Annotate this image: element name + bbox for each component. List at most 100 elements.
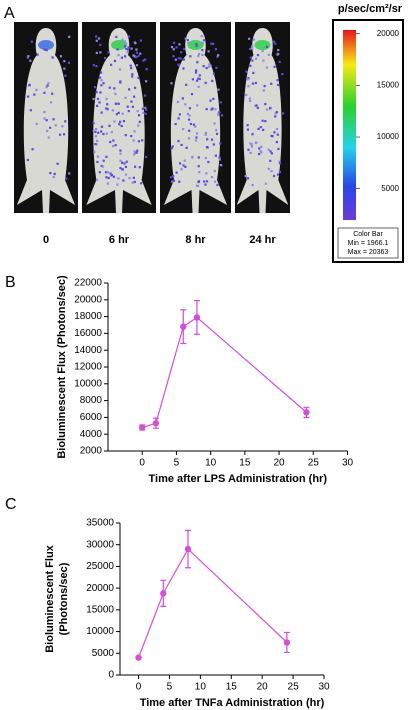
signal-dot <box>125 47 128 51</box>
signal-dot <box>137 76 140 80</box>
x-tick-label: 30 <box>342 458 354 469</box>
signal-dot <box>121 112 124 115</box>
signal-dot <box>272 174 276 178</box>
y-axis-label: Bioluminescent Flux <box>44 544 56 652</box>
signal-dot <box>145 67 148 71</box>
signal-dot <box>122 179 125 182</box>
signal-dot <box>219 163 222 167</box>
signal-dot <box>219 142 222 145</box>
signal-dot <box>200 35 203 38</box>
colorbar-tick-label: 10000 <box>377 132 400 141</box>
signal-dot <box>201 48 204 52</box>
signal-dot <box>114 102 117 105</box>
signal-dot <box>251 82 255 85</box>
y-tick-label: 8000 <box>80 395 103 406</box>
y-tick-label: 16000 <box>74 328 102 339</box>
x-tick-label: 0 <box>139 458 145 469</box>
signal-dot <box>258 147 261 150</box>
signal-dot <box>251 183 254 187</box>
signal-dot <box>188 129 191 132</box>
signal-dot <box>176 100 180 104</box>
signal-dot <box>184 37 187 40</box>
signal-dot <box>100 84 103 87</box>
signal-dot <box>170 82 173 85</box>
point <box>303 409 310 416</box>
signal-dot <box>135 151 138 154</box>
signal-dot <box>220 114 224 117</box>
signal-dot <box>113 87 116 90</box>
signal-dot <box>209 99 212 102</box>
signal-dot <box>100 164 103 168</box>
signal-dot <box>212 97 215 101</box>
x-axis-label: Time after LPS Administration (hr) <box>149 473 328 485</box>
signal-dot <box>96 104 99 108</box>
signal-dot <box>170 176 173 179</box>
signal-dot <box>133 55 136 58</box>
signal-dot <box>134 165 137 168</box>
signal-dot <box>265 108 269 111</box>
signal-dot <box>254 104 257 108</box>
signal-dot <box>174 122 177 126</box>
signal-dot <box>100 79 103 82</box>
signal-dot <box>267 53 270 56</box>
signal-dot <box>118 123 121 126</box>
signal-dot <box>265 66 268 69</box>
signal-dot <box>210 42 213 45</box>
point <box>160 590 167 597</box>
signal-dot <box>184 103 187 106</box>
x-tick-label: 15 <box>239 458 251 469</box>
signal-dot <box>105 107 108 110</box>
signal-dot <box>30 40 33 43</box>
signal-dot <box>106 182 110 185</box>
signal-dot <box>49 101 53 104</box>
image-label: 0 <box>43 234 49 246</box>
signal-dot <box>123 162 126 165</box>
signal-dot <box>124 173 128 176</box>
signal-dot <box>132 176 135 179</box>
signal-dot <box>120 161 124 164</box>
y-tick-label: 18000 <box>74 311 102 322</box>
signal-dot <box>273 65 276 68</box>
signal-dot <box>195 79 199 82</box>
signal-dot <box>265 45 269 49</box>
signal-dot <box>249 142 252 145</box>
signal-dot <box>135 55 138 59</box>
signal-dot <box>205 172 208 175</box>
signal-dot <box>214 48 218 51</box>
signal-dot <box>45 85 48 89</box>
signal-dot <box>121 38 124 41</box>
signal-dot <box>139 39 142 42</box>
signal-dot <box>254 57 258 60</box>
signal-dot <box>213 180 217 183</box>
signal-dot <box>131 75 134 78</box>
signal-dot <box>183 159 186 162</box>
signal-dot <box>142 59 145 62</box>
signal-dot <box>103 57 107 60</box>
signal-dot <box>98 101 101 104</box>
signal-dot <box>133 180 136 184</box>
panel-label: B <box>5 274 16 291</box>
signal-dot <box>54 124 57 127</box>
signal-dot <box>117 54 120 57</box>
signal-dot <box>136 149 139 152</box>
colorbar-title: Color Bar <box>353 231 383 238</box>
signal-dot <box>53 172 56 176</box>
signal-dot <box>119 152 122 155</box>
signal <box>254 40 271 50</box>
signal-dot <box>257 127 260 131</box>
signal-dot <box>95 128 98 131</box>
signal-dot <box>251 59 254 62</box>
signal-dot <box>94 130 97 134</box>
signal-dot <box>124 96 127 99</box>
signal-dot <box>207 50 210 53</box>
signal-dot <box>275 140 278 144</box>
signal-dot <box>67 61 71 64</box>
signal-dot <box>215 66 218 69</box>
signal-dot <box>119 167 122 170</box>
signal-dot <box>95 35 98 38</box>
signal-dot <box>107 51 110 54</box>
signal-dot <box>270 170 273 173</box>
signal-dot <box>113 59 117 63</box>
signal-dot <box>26 158 29 162</box>
